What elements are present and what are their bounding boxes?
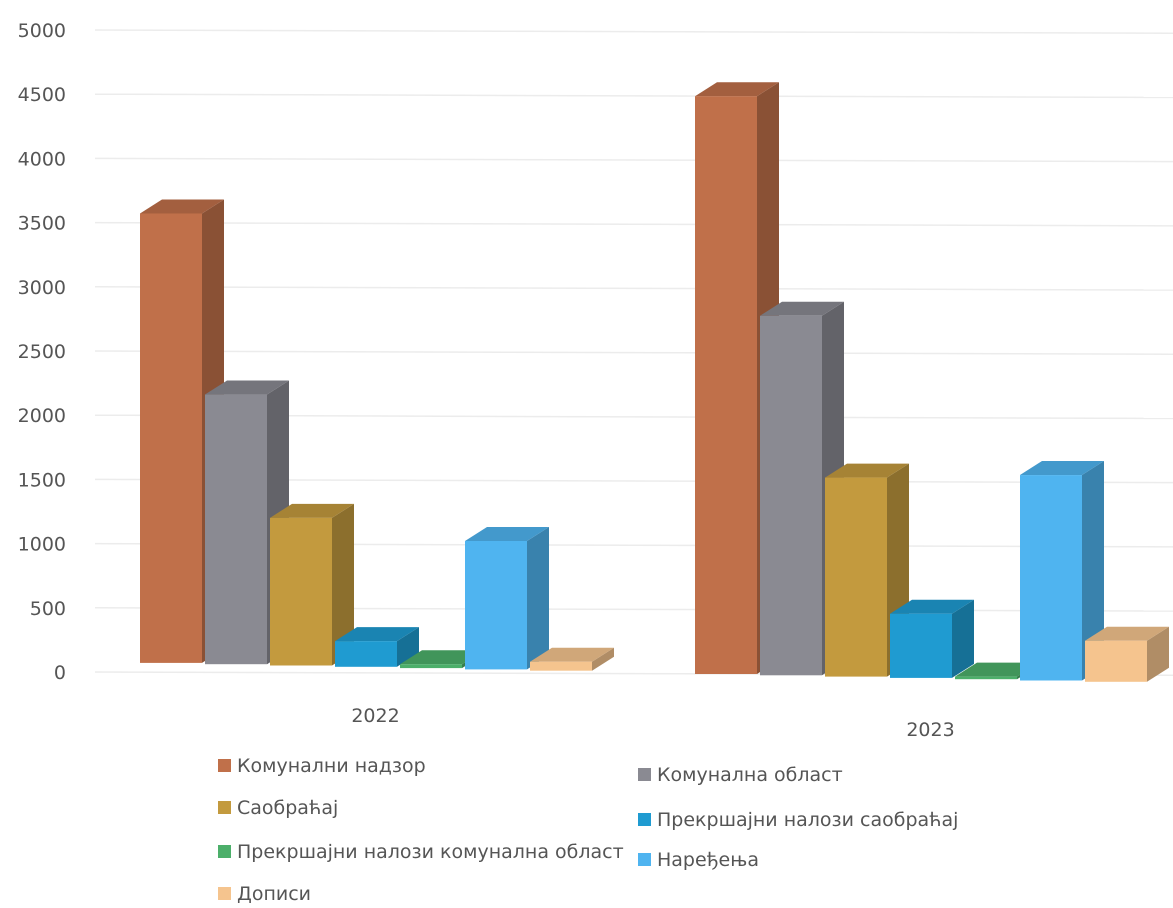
legend-swatch [638,813,651,826]
bar-2022-7 [530,647,614,671]
bar-2022-6 [465,527,549,670]
y-tick-label-4000: 4000 [18,148,66,170]
y-tick-label-1000: 1000 [18,534,66,556]
legend-label: Дописи [237,883,311,905]
legend-label: Наређења [657,849,759,871]
y-tick-label-2500: 2500 [18,341,66,363]
legend-item-4: Прекршајни налози саобраћај [638,809,958,831]
bar-2023-7 [1085,626,1169,682]
y-tick-label-4500: 4500 [18,84,66,106]
legend-swatch [638,853,651,866]
legend-swatch [218,759,231,772]
x-tick-label-2023: 2023 [906,719,954,741]
gridline-3000 [94,286,1173,291]
bar-2023-4 [890,599,974,678]
gridline-3500 [94,221,1173,227]
bars [140,82,1169,682]
legend: Комунални надзор Комунална област Саобраћа… [218,755,958,905]
legend-label: Прекршајни налози саобраћај [657,809,958,831]
bar-2022-4 [335,627,419,667]
y-tick-label-3000: 3000 [18,277,66,299]
y-tick-label-500: 500 [30,598,66,620]
legend-swatch [638,768,651,781]
y-axis: 0 500 1000 1500 2000 2500 3000 3500 4000 4500 5000 [18,20,66,684]
x-tick-label-2022: 2022 [351,705,399,727]
y-tick-label-5000: 5000 [18,20,66,42]
gridline-5000 [94,29,1173,34]
y-tick-label-0: 0 [54,662,66,684]
gridline-4500 [94,93,1173,99]
legend-swatch [218,845,231,858]
bar-2022-3 [270,503,354,666]
y-tick-label-2000: 2000 [18,405,66,427]
legend-item-7: Дописи [218,883,311,905]
legend-swatch [218,887,231,900]
legend-item-2: Комунална област [638,764,843,786]
legend-label: Комунални надзор [237,755,426,777]
legend-label: Комунална област [657,764,843,786]
legend-swatch [218,801,231,814]
y-tick-label-1500: 1500 [18,469,66,491]
bar-2023-6 [1020,461,1104,681]
legend-item-5: Прекршајни налози комунална област [218,841,624,863]
x-axis: 2022 2023 [351,705,954,741]
legend-item-3: Саобраћај [218,797,338,819]
legend-item-1: Комунални надзор [218,755,426,777]
gridline-2500 [94,350,1173,355]
legend-label: Саобраћај [237,797,338,819]
legend-label: Прекршајни налози комунална област [237,841,624,863]
gridline-4000 [94,157,1173,163]
legend-item-6: Наређења [638,849,759,871]
y-tick-label-3500: 3500 [18,213,66,235]
